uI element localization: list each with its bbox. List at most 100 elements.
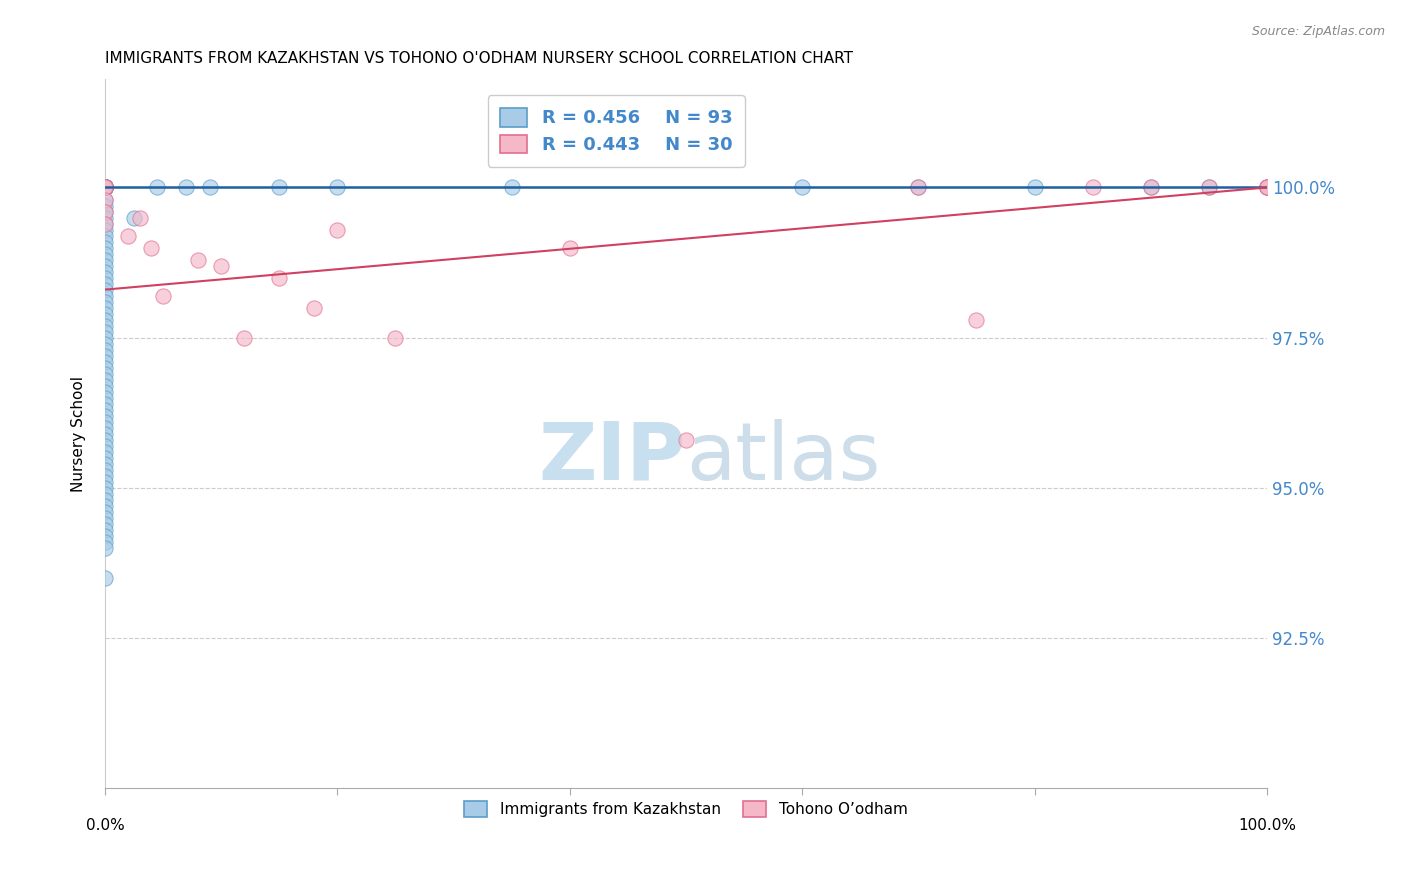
Point [1256,180,1278,194]
Text: Source: ZipAtlas.com: Source: ZipAtlas.com [1251,25,1385,38]
Point [94,217,117,231]
Point [94,331,117,345]
Point [94,180,117,194]
Point [94,246,117,260]
Point [269,180,291,194]
Point [94,211,117,225]
Point [1256,180,1278,194]
Point [94,318,117,333]
Point [94,450,117,465]
Point [94,355,117,369]
Point [1256,180,1278,194]
Point [94,180,117,194]
Point [94,180,117,194]
Point [94,529,117,543]
Point [326,222,349,236]
Point [94,217,117,231]
Point [94,373,117,387]
Point [94,535,117,549]
Point [965,312,987,326]
Point [94,336,117,351]
Point [94,241,117,255]
Point [558,241,581,255]
Point [384,331,406,345]
Point [141,241,163,255]
Point [94,445,117,459]
Point [1256,180,1278,194]
Point [94,180,117,194]
Point [94,180,117,194]
Point [94,301,117,315]
Point [94,180,117,194]
Point [1139,180,1161,194]
Point [94,180,117,194]
Point [117,228,139,243]
Point [94,288,117,302]
Point [94,415,117,429]
Point [907,180,929,194]
Text: ZIP: ZIP [538,419,686,497]
Point [94,270,117,285]
Point [94,468,117,483]
Point [94,571,117,585]
Point [94,433,117,447]
Point [94,312,117,326]
Point [94,180,117,194]
Point [792,180,814,194]
Point [94,228,117,243]
Point [94,349,117,363]
Point [94,180,117,194]
Point [907,180,929,194]
Point [94,180,117,194]
Point [94,180,117,194]
Point [94,325,117,339]
Point [94,180,117,194]
Point [94,523,117,537]
Point [146,180,169,194]
Point [94,180,117,194]
Point [94,439,117,453]
Point [94,409,117,423]
Point [94,180,117,194]
Point [94,180,117,194]
Point [94,283,117,297]
Point [94,204,117,219]
Point [198,180,221,194]
Point [94,222,117,236]
Point [94,307,117,321]
Point [1024,180,1046,194]
Text: 0.0%: 0.0% [86,818,124,833]
Point [94,252,117,267]
Point [94,463,117,477]
Point [94,499,117,513]
Point [94,487,117,501]
Point [326,180,349,194]
Point [94,180,117,194]
Point [94,180,117,194]
Point [94,294,117,309]
Point [94,481,117,495]
Point [94,367,117,381]
Point [302,301,325,315]
Point [675,433,697,447]
Point [94,180,117,194]
Point [94,204,117,219]
Point [94,180,117,194]
Point [128,211,150,225]
Point [94,391,117,405]
Point [94,198,117,212]
Point [1256,180,1278,194]
Point [94,505,117,519]
Point [94,235,117,249]
Point [94,475,117,489]
Point [187,252,209,267]
Point [152,288,174,302]
Point [94,421,117,435]
Point [1198,180,1220,194]
Point [94,180,117,194]
Point [94,397,117,411]
Point [94,180,117,194]
Point [1139,180,1161,194]
Y-axis label: Nursery School: Nursery School [72,376,86,491]
Point [501,180,523,194]
